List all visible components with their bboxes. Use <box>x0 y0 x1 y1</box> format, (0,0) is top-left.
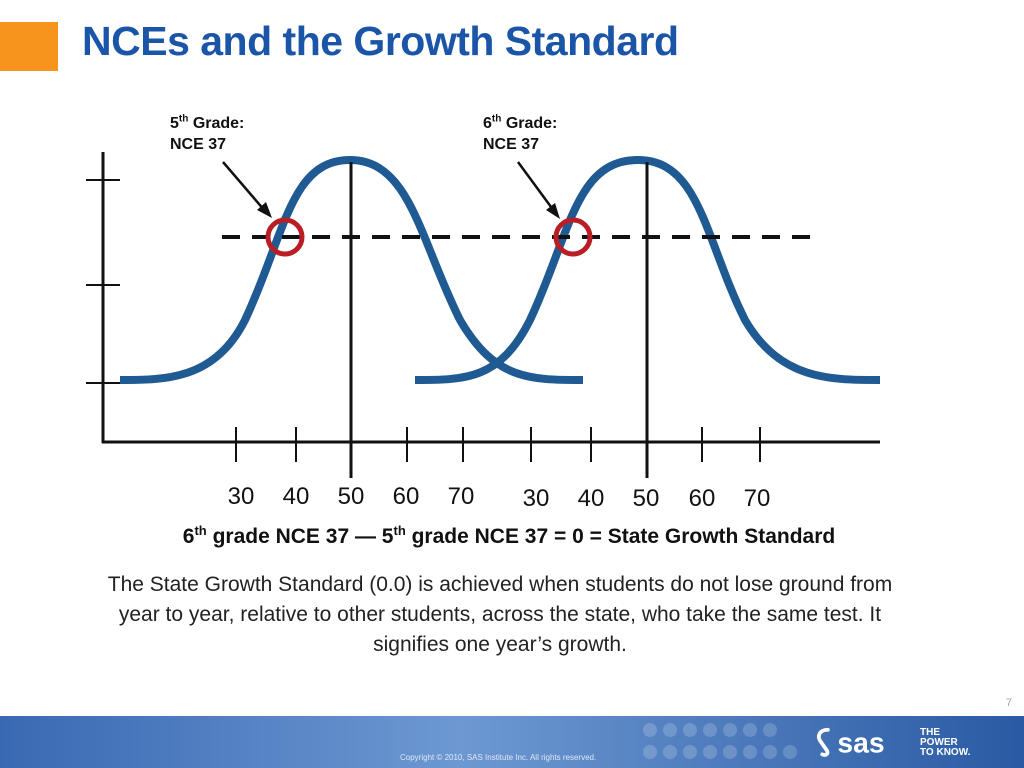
tagline-line: TO KNOW. <box>920 747 971 758</box>
tagline: THE POWER TO KNOW. <box>920 728 970 758</box>
logo-text: sas <box>837 727 884 759</box>
eq-ordinal-suffix: th <box>194 523 207 538</box>
ordinal-suffix: th <box>491 113 502 125</box>
x-tick-label: 70 <box>448 483 475 510</box>
grade-label: Grade: <box>505 115 558 132</box>
eq-ordinal-suffix: th <box>393 523 406 538</box>
x-tick-label: 60 <box>689 485 716 512</box>
nce-value: NCE 37 <box>483 136 540 153</box>
x-tick-label: 30 <box>228 483 255 510</box>
ordinal-suffix: th <box>178 113 189 125</box>
x-tick-label: 40 <box>578 485 605 512</box>
x-tick-label: 50 <box>633 485 660 512</box>
grade-5-nce-37-marker <box>265 217 305 257</box>
grade-5-callout-arrow <box>222 161 266 212</box>
sas-logo: sas <box>816 727 885 759</box>
accent-square <box>0 22 58 71</box>
grade-6-callout-arrow <box>516 161 556 212</box>
footer-bar: Copyright © 2010, SAS Institute Inc. All… <box>0 716 1024 768</box>
grade-6-arrowhead <box>546 203 560 219</box>
x-tick-label: 40 <box>283 483 310 510</box>
eq-grade-number: 6 <box>182 525 195 548</box>
grade-5-arrowhead <box>257 202 272 218</box>
x-tick-label: 50 <box>338 483 365 510</box>
grade-5-distribution-curve <box>119 155 584 384</box>
slide-title: NCEs and the Growth Standard <box>82 18 679 64</box>
decorative-dots <box>643 723 797 759</box>
explanation-paragraph: The State Growth Standard (0.0) is achie… <box>107 573 893 656</box>
eq-grade-number: 5 <box>381 525 394 548</box>
nce-distribution-diagram: 30 40 50 60 70 30 40 50 60 70 <box>86 152 881 512</box>
copyright-text: Copyright © 2010, SAS Institute Inc. All… <box>400 753 597 762</box>
nce-value: NCE 37 <box>170 136 227 153</box>
eq-text: grade NCE 37 = 0 = State Growth Standard <box>405 525 836 548</box>
x-tick-label: 60 <box>393 483 420 510</box>
x-tick-label: 70 <box>744 485 771 512</box>
grade-label: Grade: <box>192 115 245 132</box>
grade-6-axis-group: 30 40 50 60 70 <box>523 427 771 512</box>
eq-text: grade NCE 37 — <box>206 525 382 548</box>
growth-standard-equation: 6th grade NCE 37 — 5th grade NCE 37 = 0 … <box>0 523 1018 549</box>
tagline-line: THE <box>920 727 940 738</box>
tagline-line: POWER <box>920 737 958 748</box>
grade-number: 5 <box>170 115 179 132</box>
grade-6-callout-label: 6th Grade: NCE 37 <box>483 113 557 155</box>
x-tick-label: 30 <box>523 485 550 512</box>
page-number: 7 <box>1005 697 1012 709</box>
grade-5-axis-group: 30 40 50 60 70 <box>228 427 475 510</box>
grade-6-nce-37-marker <box>553 217 593 257</box>
grade-6-distribution-curve <box>414 155 881 384</box>
grade-5-callout-label: 5th Grade: NCE 37 <box>170 113 244 155</box>
grade-number: 6 <box>483 115 492 132</box>
